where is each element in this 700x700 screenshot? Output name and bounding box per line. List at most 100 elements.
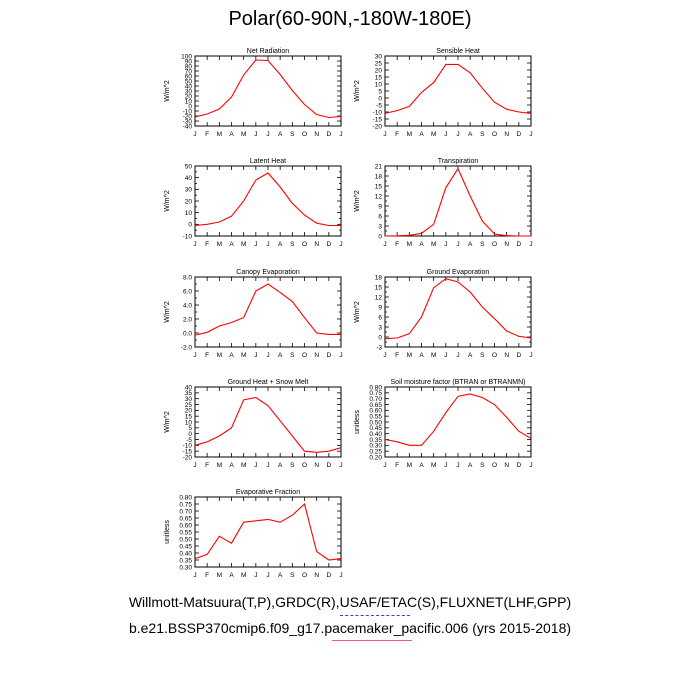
x-tick-label: O bbox=[492, 241, 497, 248]
y-tick-label: 10 bbox=[375, 81, 383, 88]
y-tick-label: 40 bbox=[185, 384, 193, 391]
x-tick-label: A bbox=[278, 241, 283, 248]
x-tick-label: O bbox=[492, 462, 497, 469]
x-tick-label: A bbox=[278, 462, 283, 469]
x-tick-label: A bbox=[468, 131, 473, 138]
y-tick-label: 0 bbox=[188, 431, 192, 438]
y-axis-label: W/m^2 bbox=[354, 190, 361, 212]
x-tick-label: O bbox=[302, 352, 307, 359]
y-tick-label: 2.0 bbox=[183, 316, 192, 323]
series-line bbox=[194, 283, 341, 336]
x-tick-label: S bbox=[290, 241, 295, 248]
y-tick-label: 0.0 bbox=[183, 330, 192, 337]
y-tick-label: 0.50 bbox=[179, 536, 192, 543]
y-tick-label: -5 bbox=[186, 437, 192, 444]
y-tick-label: 0.35 bbox=[179, 557, 192, 564]
x-tick-label: J bbox=[456, 241, 459, 248]
series-line bbox=[384, 63, 532, 114]
x-tick-label: A bbox=[278, 572, 283, 579]
chart-panel-8: Soil moisture factor (BTRAN or BTRANMN) u… bbox=[354, 379, 533, 469]
panel-title: Evaporative Fraction bbox=[236, 489, 300, 496]
x-tick-label: J bbox=[339, 462, 342, 469]
x-tick-label: S bbox=[480, 462, 485, 469]
chart-panel-9: Evaporative Fraction unitless 0.300.350.40… bbox=[164, 489, 343, 579]
chart-panel-7: Ground Heat + Snow Melt W/m^2 -20-15-10-50… bbox=[164, 379, 343, 469]
y-tick-label: 20 bbox=[185, 198, 193, 205]
y-tick-label: 35 bbox=[185, 390, 193, 397]
y-tick-label: 15 bbox=[375, 74, 383, 81]
x-tick-label: O bbox=[492, 131, 497, 138]
x-tick-label: N bbox=[314, 462, 319, 469]
x-tick-label: M bbox=[431, 352, 436, 359]
y-tick-label: 0.45 bbox=[179, 543, 192, 550]
y-tick-label: 18 bbox=[375, 173, 383, 180]
series-line bbox=[384, 167, 531, 237]
y-tick-label: 0.55 bbox=[369, 413, 382, 420]
y-tick-label: 40 bbox=[185, 83, 193, 90]
x-tick-label: A bbox=[468, 241, 473, 248]
series-line bbox=[194, 502, 342, 561]
y-tick-label: 0.25 bbox=[369, 448, 382, 455]
x-tick-label: A bbox=[229, 462, 234, 469]
x-tick-label: M bbox=[241, 572, 246, 579]
y-axis-label: unitless bbox=[164, 520, 171, 544]
y-tick-label: 0.60 bbox=[179, 522, 192, 529]
x-tick-label: J bbox=[444, 462, 447, 469]
x-tick-label: J bbox=[456, 131, 459, 138]
x-tick-label: D bbox=[326, 462, 331, 469]
x-tick-label: A bbox=[229, 241, 234, 248]
y-tick-label: 70 bbox=[185, 68, 193, 75]
x-tick-label: F bbox=[395, 462, 399, 469]
x-tick-label: A bbox=[419, 131, 424, 138]
x-tick-label: F bbox=[205, 462, 209, 469]
x-tick-label: J bbox=[444, 352, 447, 359]
x-tick-label: O bbox=[302, 131, 307, 138]
x-tick-label: D bbox=[326, 241, 331, 248]
y-tick-label: -40 bbox=[183, 123, 193, 130]
panel-title: Ground Heat + Snow Melt bbox=[228, 379, 309, 386]
panel-title: Soil moisture factor (BTRAN or BTRANMN) bbox=[391, 379, 526, 386]
y-axis-label: W/m^2 bbox=[164, 411, 171, 433]
y-tick-label: 30 bbox=[375, 53, 383, 60]
x-tick-label: J bbox=[193, 462, 196, 469]
x-tick-label: J bbox=[254, 352, 257, 359]
x-tick-label: N bbox=[504, 352, 509, 359]
series-line bbox=[384, 278, 532, 340]
y-tick-label: 0 bbox=[188, 222, 192, 229]
chart-panel-2: Sensible Heat W/m^2 -20-15-10-505101520253… bbox=[354, 48, 533, 138]
y-tick-label: 0.55 bbox=[179, 529, 192, 536]
y-tick-label: 0.80 bbox=[179, 494, 192, 501]
plot-frame bbox=[384, 386, 532, 458]
x-tick-label: J bbox=[529, 131, 532, 138]
x-tick-label: M bbox=[217, 352, 222, 359]
y-tick-label: 0 bbox=[378, 233, 382, 240]
x-tick-label: M bbox=[217, 241, 222, 248]
plot-frame bbox=[384, 276, 532, 348]
y-tick-label: -2.0 bbox=[181, 344, 193, 351]
y-tick-label: 0.75 bbox=[369, 390, 382, 397]
y-tick-label: 50 bbox=[185, 78, 193, 85]
x-tick-label: J bbox=[339, 572, 342, 579]
panel-title: Canopy Evaporation bbox=[236, 269, 300, 276]
x-tick-label: M bbox=[241, 131, 246, 138]
x-tick-label: F bbox=[395, 352, 399, 359]
x-tick-label: O bbox=[302, 462, 307, 469]
plot-frame bbox=[194, 386, 342, 458]
x-tick-label: A bbox=[468, 462, 473, 469]
y-tick-label: 0.80 bbox=[369, 384, 382, 391]
y-tick-label: 100 bbox=[181, 53, 192, 60]
x-tick-label: J bbox=[444, 131, 447, 138]
series-line bbox=[194, 59, 342, 119]
x-tick-label: N bbox=[314, 352, 319, 359]
x-tick-label: S bbox=[290, 352, 295, 359]
x-tick-label: N bbox=[314, 131, 319, 138]
x-tick-label: J bbox=[254, 462, 257, 469]
y-tick-label: 10 bbox=[185, 210, 193, 217]
x-tick-label: M bbox=[407, 352, 412, 359]
plot-frame bbox=[384, 165, 532, 237]
x-tick-label: J bbox=[266, 241, 269, 248]
